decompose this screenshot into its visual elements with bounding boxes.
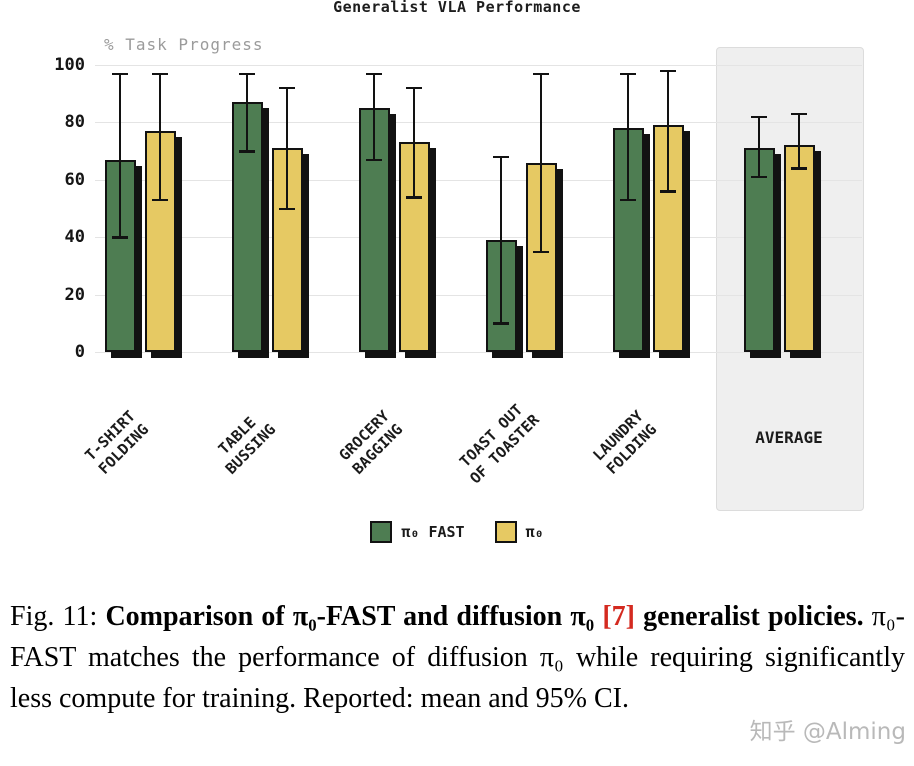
y-axis-label: % Task Progress bbox=[104, 35, 264, 54]
caption-text: Comparison of π₀-FAST and diffusion π₀ bbox=[105, 601, 603, 632]
error-bar-line bbox=[412, 87, 416, 197]
x-tick-label: GROCERY BAGGING bbox=[335, 406, 407, 478]
error-bar-line bbox=[285, 87, 289, 209]
legend-swatch-icon bbox=[494, 521, 517, 543]
y-gridline bbox=[95, 179, 862, 181]
error-bar-cap-bottom bbox=[620, 198, 636, 202]
error-bar-cap-top bbox=[406, 86, 422, 90]
x-tick-label: TOAST OUT OF TOASTER bbox=[455, 400, 543, 488]
x-tick-label: TABLE BUSSING bbox=[214, 413, 280, 478]
y-gridline bbox=[95, 352, 862, 353]
y-tick-label: 80 bbox=[64, 112, 85, 133]
bar-pi0 bbox=[652, 125, 684, 352]
caption-text: π₀-FAST matches the performance of diffu… bbox=[10, 601, 906, 714]
x-tick-label: LAUNDRY FOLDING bbox=[589, 406, 661, 478]
figure-caption: Fig. 11: Comparison of π₀-FAST and diffu… bbox=[10, 596, 905, 719]
watermark: 知乎 @Alming bbox=[749, 719, 906, 745]
error-bar-cap-top bbox=[112, 72, 128, 76]
x-tick-label-average: AVERAGE bbox=[755, 428, 823, 447]
error-bar-cap-bottom bbox=[112, 236, 128, 239]
error-bar-cap-bottom bbox=[533, 250, 549, 254]
y-gridline bbox=[95, 294, 862, 296]
bar-pi0 bbox=[783, 145, 815, 352]
error-bar-line bbox=[757, 116, 761, 177]
caption-text: generalist policies. bbox=[634, 601, 872, 632]
error-bar-cap-top bbox=[791, 112, 807, 116]
y-tick-label: 40 bbox=[64, 227, 85, 248]
error-bar-line bbox=[626, 73, 630, 200]
error-bar-line bbox=[118, 73, 122, 238]
caption-text: Fig. 11: bbox=[10, 601, 106, 632]
error-bar-cap-top bbox=[493, 155, 509, 159]
error-bar-cap-bottom bbox=[791, 167, 807, 170]
error-bar-cap-bottom bbox=[660, 190, 676, 193]
error-bar-line bbox=[666, 70, 670, 192]
error-bar-line bbox=[158, 73, 162, 200]
chart-title: Generalist VLA Performance bbox=[333, 0, 581, 16]
error-bar-line bbox=[245, 73, 249, 152]
error-bar-cap-bottom bbox=[493, 322, 509, 325]
error-bar-cap-top bbox=[152, 72, 168, 76]
error-bar-line bbox=[499, 156, 503, 324]
error-bar-line bbox=[539, 73, 543, 252]
y-tick-label: 100 bbox=[54, 55, 85, 75]
error-bar-cap-top bbox=[620, 72, 636, 76]
error-bar-line bbox=[797, 113, 801, 169]
error-bar-cap-bottom bbox=[751, 175, 767, 179]
legend: π₀ FAST π₀ bbox=[0, 521, 914, 543]
y-tick-label: 20 bbox=[64, 284, 85, 305]
error-bar-cap-bottom bbox=[366, 158, 382, 162]
error-bar-cap-top bbox=[279, 86, 295, 90]
legend-item: π₀ bbox=[494, 521, 544, 543]
y-gridline bbox=[95, 65, 862, 66]
error-bar-cap-bottom bbox=[279, 207, 295, 210]
error-bar-cap-bottom bbox=[239, 150, 255, 153]
y-tick-label: 0 bbox=[74, 342, 85, 362]
bar-pi0-fast bbox=[743, 148, 775, 352]
error-bar-cap-top bbox=[239, 72, 255, 76]
x-tick-label: T-SHIRT FOLDING bbox=[81, 406, 153, 478]
citation-link[interactable]: [7] bbox=[602, 601, 635, 632]
error-bar-cap-top bbox=[660, 69, 676, 73]
error-bar-cap-top bbox=[366, 72, 382, 76]
y-gridline bbox=[95, 122, 862, 124]
y-gridline bbox=[95, 237, 862, 239]
error-bar-cap-bottom bbox=[152, 198, 168, 202]
error-bar-cap-top bbox=[533, 72, 549, 76]
legend-item: π₀ FAST bbox=[370, 521, 465, 543]
error-bar-cap-top bbox=[751, 115, 767, 119]
error-bar-cap-bottom bbox=[406, 196, 422, 199]
y-tick-label: 60 bbox=[64, 169, 85, 190]
legend-label: π₀ bbox=[525, 523, 544, 541]
legend-label: π₀ FAST bbox=[401, 523, 465, 541]
legend-swatch-icon bbox=[370, 521, 393, 543]
error-bar-line bbox=[372, 73, 376, 160]
